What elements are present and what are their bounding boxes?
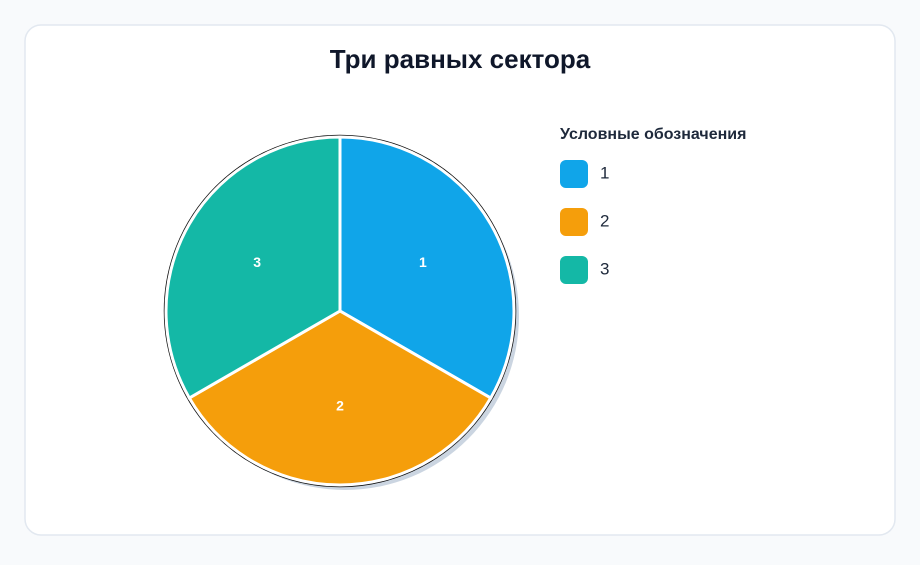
slice-label: 1 — [419, 254, 427, 270]
pie-slice — [164, 135, 342, 401]
legend-swatch — [560, 208, 588, 236]
legend-label: 3 — [600, 259, 609, 278]
legend-swatch — [560, 160, 588, 188]
legend-label: 1 — [600, 163, 609, 182]
slice-label: 2 — [336, 397, 344, 413]
pie-slice — [338, 135, 516, 401]
pie-slice — [187, 309, 493, 487]
legend-swatch — [560, 256, 588, 284]
legend-label: 2 — [600, 211, 609, 230]
chart-title: Три равных сектора — [330, 44, 591, 74]
slice-label: 3 — [253, 254, 261, 270]
legend-title: Условные обозначения — [560, 126, 746, 143]
